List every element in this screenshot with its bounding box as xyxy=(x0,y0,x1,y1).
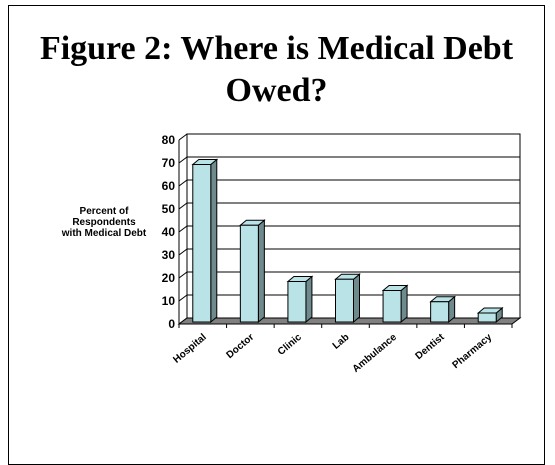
chart-title-line-1: Figure 2: Where is Medical Debt xyxy=(39,30,514,67)
x-tick-label-clinic: Clinic xyxy=(276,332,304,358)
side-wall-gridline-50 xyxy=(178,202,188,210)
bar-front-doctor xyxy=(239,224,259,323)
bar-clinic xyxy=(286,275,314,324)
bar-front-dentist xyxy=(430,301,450,323)
y-tick-label-80: 80 xyxy=(162,133,176,147)
x-tick-label-doctor: Doctor xyxy=(225,332,257,361)
y-tick-label-50: 50 xyxy=(162,202,176,216)
slide-frame xyxy=(8,5,545,465)
x-tick-label-lab: Lab xyxy=(331,332,352,352)
bar-side-lab xyxy=(353,273,360,324)
bar-hospital xyxy=(191,158,219,324)
x-tick-label-hospital: Hospital xyxy=(171,332,208,366)
y-tick-label-40: 40 xyxy=(162,225,176,239)
bar-side-doctor xyxy=(257,219,265,324)
bar-front-hospital xyxy=(192,164,212,323)
y-axis-label-line-1: Percent of xyxy=(79,206,129,217)
y-axis-label-line-3: with Medical Debt xyxy=(61,228,147,239)
bar-front-pharmacy xyxy=(477,312,497,323)
y-tick-label-10: 10 xyxy=(162,294,176,308)
bar-dentist xyxy=(429,295,457,324)
bar-chart: 0 10 20 30 40 50 60 70 80 Hospital Doctor Clinic Lab… xyxy=(162,133,522,375)
bar-front-ambulance xyxy=(382,290,402,323)
bar-ambulance xyxy=(381,284,409,324)
side-wall-gridline-40 xyxy=(178,225,188,233)
bar-front-clinic xyxy=(287,281,307,323)
side-wall-gridline-20 xyxy=(178,271,188,279)
bar-pharmacy xyxy=(476,306,504,324)
side-wall-gridline-30 xyxy=(178,248,188,256)
bar-side-hospital xyxy=(210,158,218,324)
y-tick-label-20: 20 xyxy=(162,271,176,285)
chart-title: Figure 2: Where is Medical Debt Owed? xyxy=(8,28,545,112)
y-axis-label: Percent of Respondents with Medical Debt xyxy=(44,206,164,239)
bar-lab xyxy=(334,273,361,324)
side-wall-gridline-60 xyxy=(178,179,188,187)
bar-doctor xyxy=(238,219,266,324)
chart-title-line-2: Owed? xyxy=(225,72,328,109)
side-wall-gridline-10 xyxy=(178,294,188,302)
x-tick-label-pharmacy: Pharmacy xyxy=(450,332,494,371)
side-wall-gridline-70 xyxy=(178,156,188,164)
y-tick-label-0: 0 xyxy=(168,317,175,331)
y-tick-label-70: 70 xyxy=(162,156,176,170)
bar-side-clinic xyxy=(305,275,313,324)
side-wall-gridline-80 xyxy=(178,133,188,141)
x-tick-label-ambulance: Ambulance xyxy=(351,332,400,375)
x-tick-label-dentist: Dentist xyxy=(414,331,448,362)
bar-side-ambulance xyxy=(400,284,408,324)
bar-front-lab xyxy=(335,278,354,323)
y-axis-label-line-2: Respondents xyxy=(72,217,136,228)
y-tick-label-30: 30 xyxy=(162,248,176,262)
y-tick-label-60: 60 xyxy=(162,179,176,193)
